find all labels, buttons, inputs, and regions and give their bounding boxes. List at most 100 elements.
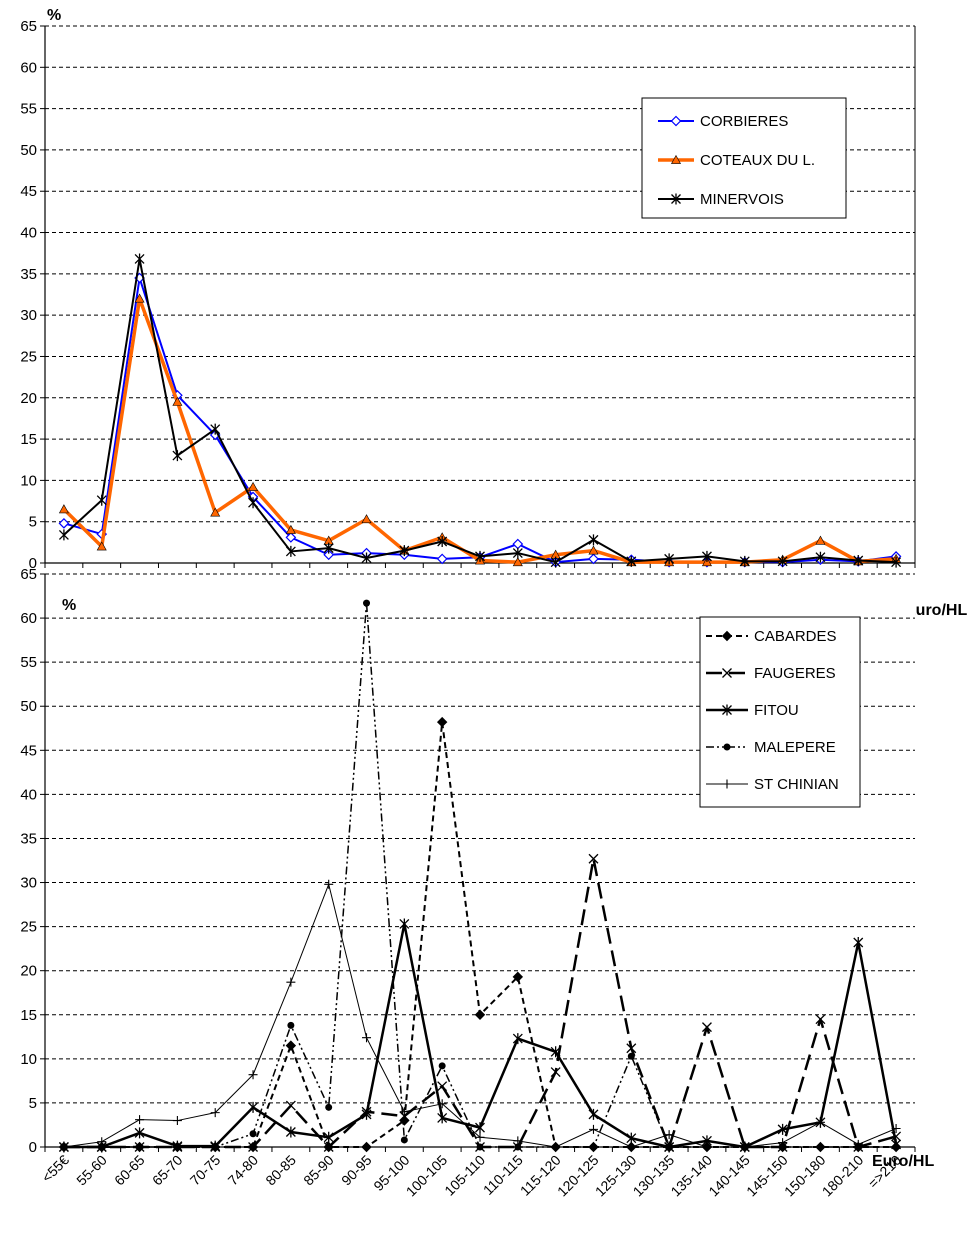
series-malepere [60,599,900,1151]
legend-marker-coteaux-du-l [670,154,682,164]
y-tick-label: 40 [20,225,37,242]
y-tick-label: 45 [20,183,37,200]
data-point [514,1143,522,1151]
x-axis-label: Euro/HL [872,1153,934,1170]
legend-label-cabardes: CABARDES [754,628,837,645]
y-tick-label: 45 [20,742,37,759]
y-tick-label: 50 [20,142,37,159]
y-tick-label: 65 [20,566,37,583]
y-tick-label: 0 [29,555,37,572]
data-point [134,1127,145,1139]
x-tick-label: 180-210 [819,1152,867,1200]
legend-marker-minervois [671,193,681,205]
legend-label-coteaux-du-l: COTEAUX DU L. [700,152,815,169]
data-point [550,556,561,568]
data-point [588,553,599,565]
legend-label-minervois: MINERVOIS [700,191,784,208]
x-tick-label: 74-80 [225,1152,262,1189]
legend-label-st-chinian: ST CHINIAN [754,776,839,793]
data-point [323,549,335,561]
data-point [626,1132,637,1144]
y-tick-label: 55 [20,654,37,671]
data-point [627,1052,635,1060]
data-point [59,1142,69,1152]
data-point [815,1117,825,1127]
x-axis-label: Euro/HL [905,602,967,619]
y-axis-label: % [62,597,76,614]
data-point [285,545,296,557]
data-point [815,1014,826,1025]
legend-marker-cabardes [721,630,733,642]
data-point [777,555,788,567]
y-tick-label: 35 [20,830,37,847]
y-tick-label: 15 [20,431,37,448]
legend-marker-st-chinian [722,779,732,789]
data-point [248,1101,259,1113]
legend-label-fitou: FITOU [754,702,799,719]
data-point [285,1040,297,1051]
data-point [134,253,145,265]
data-point [248,1142,259,1152]
top-chart-panel: 0 5 10 15 20 25 30 35 40 45 50 55 60 65% Euro/HL CORBIE… [20,7,967,619]
legend-label-corbieres: CORBIERES [700,113,788,130]
y-tick-label: 20 [20,390,37,407]
data-point [551,1142,561,1152]
data-point [172,450,183,462]
data-point [399,918,410,930]
data-point [853,555,864,567]
x-tick-label: 60-65 [111,1152,148,1189]
data-point [437,1081,448,1092]
data-point [588,1124,598,1134]
data-point [58,529,69,541]
y-tick-label: 65 [20,18,37,35]
data-point [892,1143,900,1151]
data-point [287,1021,295,1029]
data-point [664,1130,674,1140]
data-point [248,1070,258,1080]
data-point [701,550,712,562]
data-point [362,1033,372,1043]
data-point [626,1142,636,1152]
data-point [853,936,864,948]
x-tick-label: 55-60 [73,1152,110,1189]
data-point [210,507,221,517]
data-point [361,552,372,564]
data-point [475,1132,485,1142]
data-point [550,1046,561,1058]
legend: CORBIERES COTEAUX DU L. MINERVOIS [641,97,847,219]
data-point [436,553,448,565]
data-point [248,497,259,509]
y-tick-label: 40 [20,786,37,803]
y-tick-label: 55 [20,101,37,118]
y-tick-label: 30 [20,307,37,324]
legend-box [699,616,861,808]
y-tick-label: 50 [20,698,37,715]
data-point [285,1126,296,1138]
legend: CABARDES FAUGERES FITOU MALEPERE ST CHINIAN [699,616,861,808]
data-point [323,542,334,554]
data-point [437,536,448,548]
data-point [399,1107,409,1117]
data-point [437,1112,448,1124]
data-point [475,550,485,562]
data-point [210,423,221,435]
data-point [512,1033,523,1045]
x-tick-label: 65-70 [149,1152,186,1189]
data-point [323,1142,334,1152]
data-point [173,1143,181,1151]
data-point [664,553,675,565]
y-tick-label: 5 [29,514,37,531]
data-point [248,481,259,491]
data-point [626,1043,637,1054]
series-minervois [58,253,902,568]
data-point [891,556,902,568]
data-point [588,853,599,864]
data-point [438,1062,446,1070]
data-point [285,532,297,543]
data-point [474,1009,486,1020]
data-point [361,1141,372,1153]
legend-marker-fitou [722,704,732,716]
legend-marker-faugeres [722,668,732,678]
data-point [210,1108,220,1118]
